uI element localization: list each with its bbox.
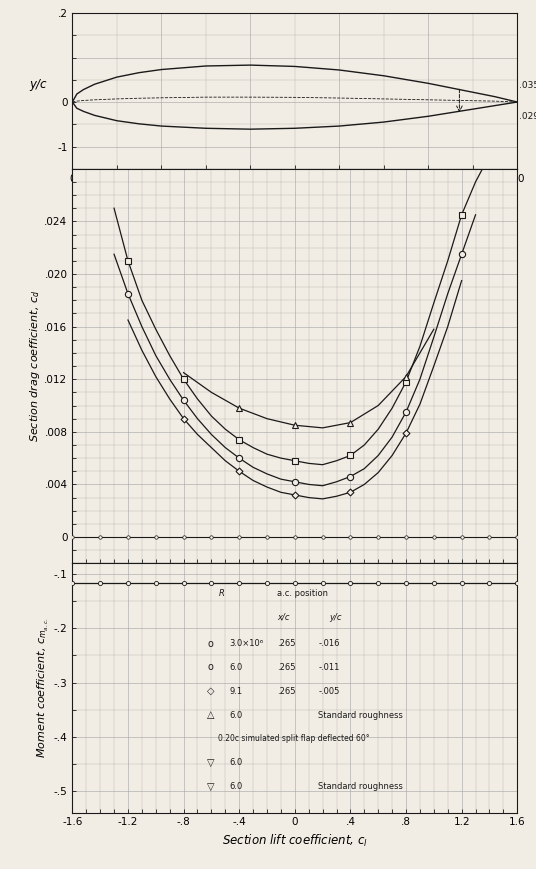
Text: .265: .265 [277,687,295,696]
Text: .035: .035 [519,81,536,90]
Text: -.016: -.016 [318,639,340,648]
Text: 9.1: 9.1 [229,687,243,696]
X-axis label: Section lift coefficient, $c_l$: Section lift coefficient, $c_l$ [222,833,368,849]
Text: .265: .265 [277,663,295,672]
Text: R: R [218,589,224,598]
Text: ◇: ◇ [207,687,215,696]
Text: o: o [207,639,213,648]
Text: x/c: x/c [277,613,289,621]
Text: △: △ [207,710,215,720]
Y-axis label: y/c: y/c [29,78,47,91]
Text: Standard roughness: Standard roughness [318,711,403,720]
X-axis label: x/c: x/c [286,189,303,202]
Text: .265: .265 [277,639,295,648]
Text: .029: .029 [519,112,536,121]
Text: ▽: ▽ [207,781,215,792]
Y-axis label: Moment coefficient, $c_{m_{a.c.}}$: Moment coefficient, $c_{m_{a.c.}}$ [36,618,51,758]
Y-axis label: Section drag coefficient, $c_d$: Section drag coefficient, $c_d$ [27,290,42,442]
Text: 6.0: 6.0 [229,711,243,720]
Text: -.005: -.005 [318,687,340,696]
Text: 6.0: 6.0 [229,663,243,672]
Text: -.011: -.011 [318,663,340,672]
Text: o: o [207,662,213,673]
Text: 6.0: 6.0 [229,782,243,791]
Text: ▽: ▽ [207,758,215,767]
Text: 0.20c simulated split flap deflected 60°: 0.20c simulated split flap deflected 60° [218,734,370,743]
Text: 3.0×10⁶: 3.0×10⁶ [229,639,264,648]
Text: a.c. position: a.c. position [277,589,327,598]
Text: y/c: y/c [330,613,342,621]
Text: 6.0: 6.0 [229,758,243,767]
Text: Standard roughness: Standard roughness [318,782,403,791]
